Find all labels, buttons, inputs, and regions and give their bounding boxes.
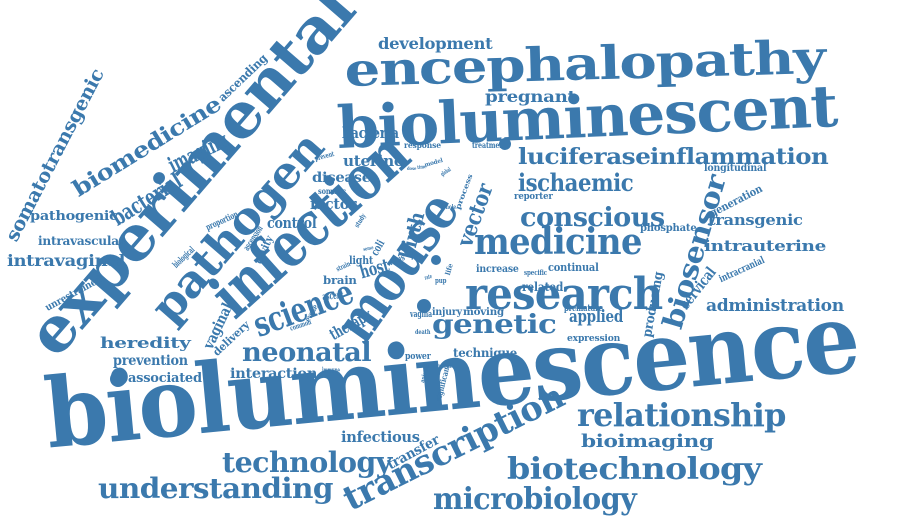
word-interaction: interaction <box>230 366 318 383</box>
dot-mark-1 <box>110 371 126 387</box>
word-increase: increase <box>476 264 519 276</box>
word-biotechnology: biotechnology <box>507 451 762 487</box>
word-light: light <box>349 254 374 268</box>
word-bioimaging: bioimaging <box>581 430 714 452</box>
word-relationship: relationship <box>577 396 786 435</box>
word-phosphate: phosphate <box>640 223 697 235</box>
word-pregnant: pregnant <box>485 86 576 106</box>
word-infectious: infectious <box>341 428 420 447</box>
word-technique: technique <box>453 345 518 360</box>
word-luciferase: luciferase <box>518 143 651 170</box>
word-intravaginal: intravaginal <box>7 250 126 270</box>
word-rodent: rodent <box>435 363 452 371</box>
word-understanding: understanding <box>98 472 334 506</box>
word-conscious: conscious <box>520 202 665 233</box>
word-intrauterine: intrauterine <box>704 237 826 256</box>
word-associated: associated <box>128 370 202 386</box>
word-immune: immune <box>322 364 340 375</box>
word-neonatal: neonatal <box>242 337 372 368</box>
word-specific: specific <box>524 267 548 277</box>
word-factor: factor <box>310 195 357 214</box>
word-continual: continual <box>548 261 599 275</box>
word-pathogenic: pathogenic <box>30 208 118 224</box>
word-applied: applied <box>569 306 624 327</box>
word-disease: disease <box>312 170 371 187</box>
word-injury: injury <box>432 307 462 319</box>
word-microbiology: microbiology <box>433 481 637 517</box>
word-prevention: prevention <box>113 353 188 370</box>
word-related: related <box>522 279 564 294</box>
word-medicine: medicine <box>474 220 642 263</box>
dot-mark-3 <box>499 138 511 150</box>
word-power: power <box>405 351 431 362</box>
word-dose: dose <box>407 166 417 173</box>
word-longitudinal: longitudinal <box>704 163 767 175</box>
word-vagina: vagina <box>410 309 433 320</box>
word-rate: rate <box>423 272 433 282</box>
word-model: model <box>423 157 444 170</box>
word-death: death <box>415 329 431 337</box>
word-development: development <box>378 33 493 53</box>
word-time: time <box>416 164 427 172</box>
word-control: control <box>267 214 317 233</box>
word-bacteria: bacteria <box>342 124 399 143</box>
word-pup: pup <box>435 275 447 285</box>
word-research: research <box>465 268 663 320</box>
word-global: global <box>439 166 453 179</box>
word-administration: administration <box>706 295 844 316</box>
word-moving: moving <box>463 307 504 319</box>
word-life: life <box>442 262 455 276</box>
word-brain: brain <box>323 274 357 288</box>
word-genetic: genetic <box>432 309 557 340</box>
word-strain: strain <box>334 259 352 274</box>
word-expression: expression <box>567 333 621 344</box>
word-reporter: reporter <box>514 191 553 202</box>
word-heredity: heredity <box>100 334 191 353</box>
word-whole: whole <box>442 204 457 212</box>
word-intracranial: intracranial <box>717 254 767 285</box>
word-ischaemic: ischaemic <box>518 168 634 198</box>
word-inflammation: inflammation <box>650 143 829 170</box>
word-response: response <box>404 139 441 150</box>
word-treatment: treatment <box>472 139 507 150</box>
word-somatic: somatic <box>318 185 346 196</box>
word-transgenic: transgenic <box>708 211 803 230</box>
word-technology: technology <box>222 446 392 480</box>
word-uterine: uterine <box>343 152 404 171</box>
dot-mark-4 <box>431 255 441 265</box>
word-intravascular: intravascular <box>38 233 125 248</box>
dot-mark-2 <box>417 299 431 313</box>
word-premature: premature <box>564 303 603 314</box>
